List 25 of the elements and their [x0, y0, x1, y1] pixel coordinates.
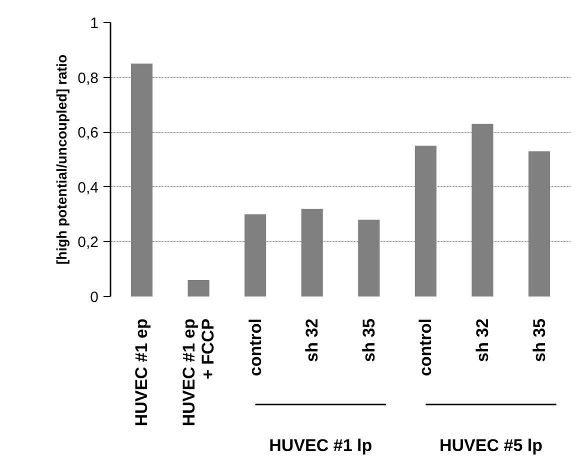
bar — [244, 214, 266, 296]
y-tick-label: 0 — [90, 289, 98, 306]
y-axis-title: [high potential/uncoupled] ratio — [54, 54, 70, 264]
bar — [528, 151, 550, 296]
x-tick-label: sh 32 — [302, 318, 322, 362]
x-tick-label: control — [416, 318, 436, 376]
bar — [130, 64, 153, 296]
x-tick-label: sh 35 — [359, 318, 378, 362]
text: HUVEC #5 lp — [440, 436, 542, 455]
text: HUVEC #1 lp — [269, 436, 372, 455]
y-tick-label: 0,4 — [78, 179, 99, 196]
x-tick-label: HUVEC #1 ep — [132, 318, 152, 426]
bar — [414, 146, 436, 296]
x-tick-label: sh 32 — [472, 318, 492, 362]
bar — [472, 124, 494, 296]
y-tick-label: 0,2 — [78, 234, 99, 252]
y-tick-label: 0,6 — [78, 124, 99, 142]
x-tick-label: HUVEC #1 ep + FCCP — [180, 318, 218, 426]
bar — [301, 208, 323, 296]
bar — [358, 220, 380, 296]
y-tick-label: 1 — [90, 15, 98, 32]
y-tick-label: 0,8 — [78, 70, 99, 87]
bar — [188, 280, 210, 296]
x-tick-label: control — [246, 318, 265, 376]
x-tick-label: sh 35 — [530, 318, 549, 362]
